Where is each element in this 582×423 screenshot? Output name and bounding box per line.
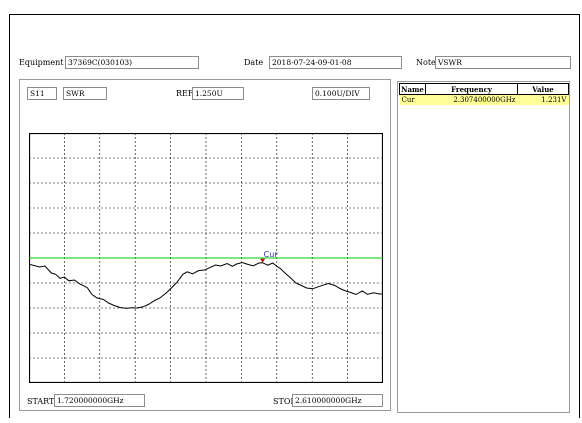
stop-label: STOP	[273, 397, 296, 406]
date-label: Date	[244, 58, 264, 67]
start-label: START	[27, 397, 55, 406]
column-header-frequency[interactable]: Frequency	[425, 83, 518, 95]
column-header-value[interactable]: Value	[517, 83, 569, 95]
column-header-name[interactable]: Name	[399, 83, 426, 95]
marker-name-cell: Cur	[399, 94, 426, 105]
scale-field[interactable]: 0.100U/DIV	[312, 87, 370, 100]
note-label: Note	[416, 58, 436, 67]
table-row[interactable]: Cur 2.307400000GHz 1.231V	[399, 94, 569, 105]
equipment-label: Equipment	[19, 58, 64, 67]
marker-triangle	[260, 258, 266, 263]
equipment-field[interactable]: 37369C(030103)	[65, 56, 199, 69]
date-field[interactable]: 2018-07-24-09-01-08	[269, 56, 402, 69]
report-frame	[9, 14, 580, 418]
marker-label: Cur	[264, 250, 279, 259]
marker-frequency-cell: 2.307400000GHz	[425, 94, 518, 105]
swr-chart: Cur	[29, 133, 383, 383]
start-field[interactable]: 1.720000000GHz	[54, 394, 145, 407]
marker-value-cell: 1.231V	[517, 94, 569, 105]
marker-table: Name Frequency Value Cur 2.307400000GHz …	[399, 83, 569, 105]
ref-label: REF	[176, 89, 194, 98]
note-field[interactable]: VSWR	[435, 56, 571, 69]
format-field[interactable]: SWR	[63, 87, 107, 100]
ref-field[interactable]: 1.250U	[192, 87, 244, 100]
swr-trace	[29, 261, 383, 309]
sparam-field[interactable]: S11	[27, 87, 57, 100]
marker-panel	[397, 81, 570, 413]
stop-field[interactable]: 2.610000000GHz	[292, 394, 383, 407]
